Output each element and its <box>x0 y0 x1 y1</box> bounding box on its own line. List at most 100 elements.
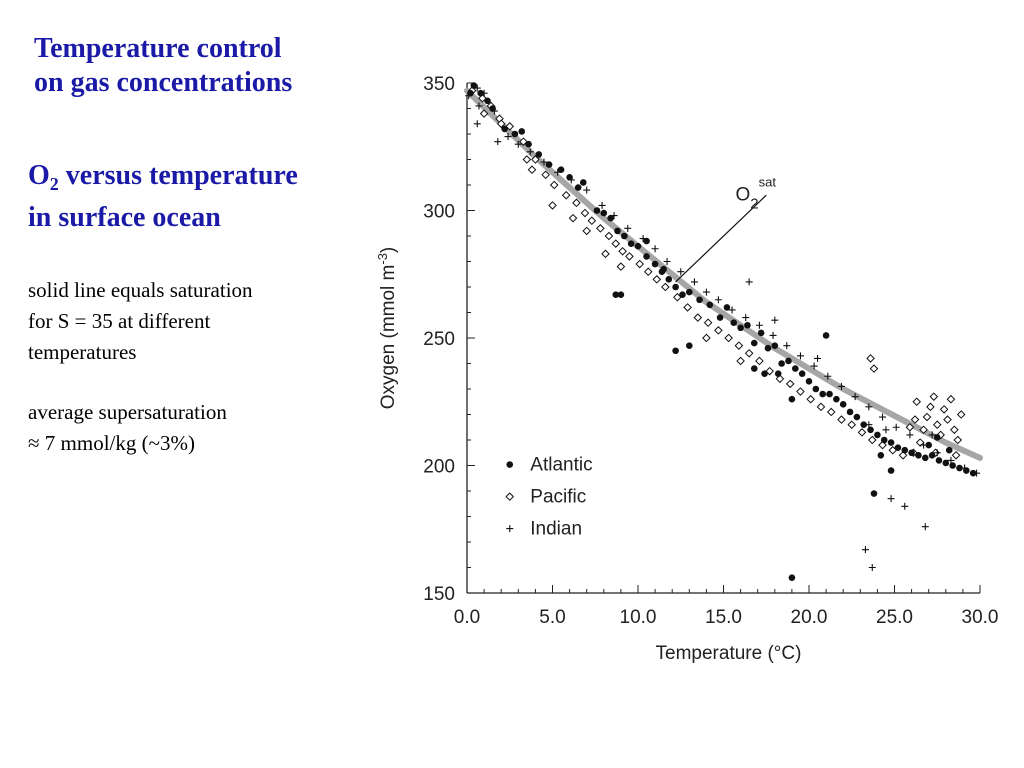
data-point-atlantic <box>723 304 731 311</box>
x-tick-label: 0.0 <box>454 607 480 628</box>
data-point-atlantic <box>894 444 902 451</box>
annotation-label: O2sat <box>735 174 776 212</box>
annotation-leader-line <box>675 194 767 283</box>
data-point-atlantic <box>716 314 724 321</box>
data-point-pacific <box>956 410 966 419</box>
data-point-indian <box>887 495 895 503</box>
legend-label-indian: Indian <box>530 519 582 540</box>
data-point-pacific <box>943 415 952 424</box>
data-point-pacific <box>905 422 915 432</box>
data-point-atlantic <box>798 370 806 378</box>
data-point-pacific <box>912 397 922 407</box>
data-point-indian <box>851 393 859 401</box>
data-point-pacific <box>652 275 662 284</box>
note-line: ≈ 7 mmol/kg (~3%) <box>28 431 195 455</box>
data-point-pacific <box>548 201 557 210</box>
data-point-pacific <box>601 249 610 259</box>
data-point-atlantic <box>686 288 693 296</box>
data-point-atlantic <box>484 97 491 105</box>
data-point-indian <box>583 186 591 194</box>
data-point-pacific <box>919 425 928 435</box>
data-point-atlantic <box>870 490 878 497</box>
data-point-pacific <box>596 224 605 233</box>
data-point-indian <box>921 523 929 531</box>
subtitle-rest: versus temperature <box>58 160 298 191</box>
data-point-pacific <box>661 282 670 292</box>
data-point-indian <box>494 138 502 146</box>
data-point-atlantic <box>511 130 519 138</box>
data-point-atlantic <box>812 385 820 393</box>
data-point-atlantic <box>737 324 744 332</box>
data-point-atlantic <box>785 357 792 365</box>
data-point-pacific <box>950 425 959 435</box>
data-point-pacific <box>816 402 826 412</box>
data-point-pacific <box>775 374 785 384</box>
data-point-atlantic <box>956 464 963 472</box>
data-point-atlantic <box>545 161 553 168</box>
legend-label-pacific: Pacific <box>530 487 586 508</box>
slide-title-line: on gas concentrations <box>34 67 293 98</box>
data-point-indian <box>814 354 822 362</box>
x-tick-label: 15.0 <box>705 607 742 628</box>
x-tick-label: 30.0 <box>962 607 999 628</box>
data-point-atlantic <box>607 214 614 222</box>
data-point-atlantic <box>627 240 635 247</box>
data-point-pacific <box>611 239 621 248</box>
x-tick-label: 25.0 <box>876 607 913 628</box>
data-point-pacific <box>587 216 597 226</box>
data-point-indian <box>624 224 632 232</box>
data-point-atlantic <box>477 89 484 97</box>
data-point-pacific <box>936 430 945 440</box>
data-point-pacific <box>479 109 489 118</box>
data-point-atlantic <box>915 452 922 459</box>
data-point-atlantic <box>489 105 496 112</box>
data-point-atlantic <box>788 574 796 581</box>
data-point-atlantic <box>525 140 532 148</box>
annotation-base: O <box>735 184 750 205</box>
data-point-atlantic <box>778 360 785 367</box>
annotation-sub: 2 <box>750 195 758 212</box>
data-point-atlantic <box>660 265 667 273</box>
data-point-atlantic <box>501 125 508 133</box>
data-point-atlantic <box>819 390 826 398</box>
saturation-curve <box>464 87 983 461</box>
y-tick-label: 350 <box>423 74 455 95</box>
data-point-atlantic <box>617 291 625 298</box>
data-point-atlantic <box>574 184 582 191</box>
data-point-atlantic <box>672 347 679 355</box>
data-point-atlantic <box>467 89 474 97</box>
data-point-indian <box>663 258 671 265</box>
y-tick-label: 150 <box>423 584 455 605</box>
data-point-indian <box>540 158 548 166</box>
data-point-atlantic <box>672 283 679 291</box>
data-point-indian <box>714 296 722 304</box>
data-point-pacific <box>522 155 532 164</box>
data-point-indian <box>879 413 887 421</box>
data-point-atlantic <box>949 462 956 469</box>
subtitle-subscript: 2 <box>49 174 59 194</box>
data-point-pacific <box>625 252 634 261</box>
data-point-atlantic <box>839 401 847 408</box>
data-point-pacific <box>582 226 592 236</box>
data-point-atlantic <box>566 174 573 181</box>
data-point-pacific <box>693 313 703 322</box>
data-point-indian <box>771 316 779 324</box>
legend-label-atlantic: Atlantic <box>530 455 592 476</box>
data-point-indian <box>728 306 736 314</box>
data-point-indian <box>882 426 890 434</box>
data-point-indian <box>755 321 763 329</box>
data-point-pacific <box>939 405 949 414</box>
data-point-pacific <box>915 438 925 447</box>
data-point-pacific <box>951 450 961 460</box>
data-point-pacific <box>785 379 795 389</box>
data-point-atlantic <box>621 232 628 240</box>
data-point-pacific <box>572 198 581 208</box>
legend: Atlantic Pacific Indian <box>505 455 593 540</box>
data-point-atlantic <box>643 253 650 260</box>
data-point-pacific <box>926 402 935 412</box>
data-point-indian <box>702 288 710 296</box>
data-point-atlantic <box>761 370 768 378</box>
data-point-indian <box>810 362 818 370</box>
data-point-atlantic <box>963 467 970 474</box>
saturation-note: solid line equals saturation for S = 35 … <box>28 275 368 368</box>
